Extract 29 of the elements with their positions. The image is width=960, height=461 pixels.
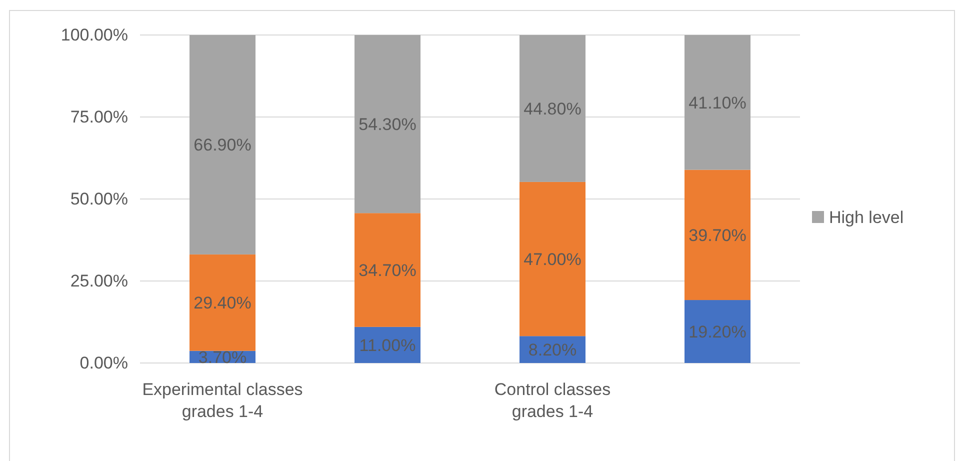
y-tick-label: 0.00%	[80, 353, 128, 372]
x-tick-label: Control classes grades 1-4	[494, 380, 611, 421]
bar	[684, 170, 750, 300]
data-label: 34.70%	[358, 260, 416, 280]
bar	[190, 254, 256, 351]
bar	[684, 300, 750, 363]
data-label: 44.80%	[524, 99, 582, 118]
x-tick-label: Experimental classes grades 1-4	[142, 380, 303, 421]
bar	[520, 35, 586, 182]
y-tick-label: 50.00%	[70, 189, 128, 208]
y-tick-label: 25.00%	[70, 271, 128, 290]
data-label: 3.70%	[198, 348, 247, 367]
data-label: 8.20%	[528, 340, 577, 360]
bar	[354, 35, 420, 214]
y-tick-label: 100.00%	[60, 25, 128, 44]
data-label: 54.30%	[358, 115, 416, 134]
data-label: 39.70%	[688, 226, 746, 245]
bar	[684, 35, 750, 170]
data-label: 29.40%	[194, 294, 252, 313]
data-label: 47.00%	[524, 250, 582, 269]
legend-label: High level	[829, 208, 904, 227]
bar	[190, 35, 256, 254]
bar	[354, 213, 420, 327]
data-label: 41.10%	[688, 93, 746, 112]
data-label: 66.90%	[194, 136, 252, 155]
data-label: 11.00%	[359, 336, 416, 355]
data-label: 19.20%	[688, 322, 746, 342]
y-tick-label: 75.00%	[70, 107, 128, 126]
bar	[520, 182, 586, 336]
